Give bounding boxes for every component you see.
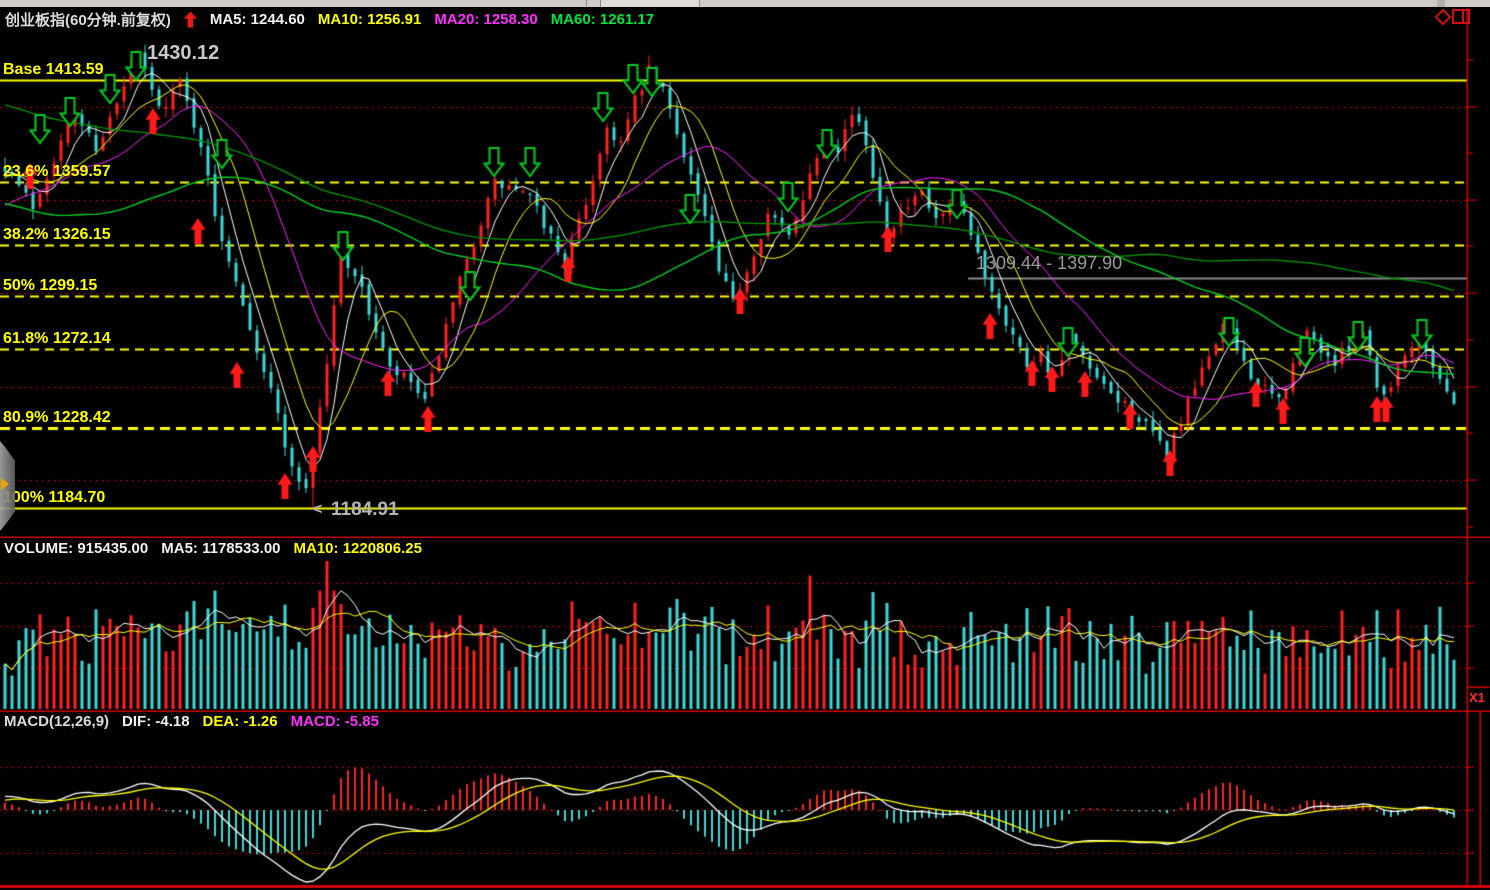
fib-level-label: 61.8% 1272.14: [3, 330, 111, 347]
up-arrow-icon: [183, 11, 197, 28]
ma5-value: MA5: 1244.60: [209, 11, 305, 28]
low-price-marker: <: [313, 501, 323, 518]
fib-level-label: 38.2% 1326.15: [3, 226, 111, 243]
price-header: 创业板指(60分钟.前复权) MA5: 1244.60 MA10: 1256.9…: [5, 9, 667, 30]
price-range-label: 1309.44 - 1397.90: [976, 253, 1123, 273]
zoom-scale-label: X1: [1469, 690, 1485, 705]
ma10-value: MA10: 1256.91: [317, 11, 422, 28]
macd-header: MACD(12,26,9) DIF: -4.18 DEA: -1.26 MACD…: [4, 713, 392, 730]
fib-level-label: Base 1413.59: [3, 61, 104, 78]
pages-divider: [1461, 11, 1464, 22]
volume-header: VOLUME: 915435.00 MA5: 1178533.00 MA10: …: [4, 540, 435, 557]
multi-window-icon[interactable]: [1452, 9, 1470, 24]
ma60-value: MA60: 1261.17: [550, 11, 655, 28]
macd-macd-value: MACD: -5.85: [290, 713, 379, 730]
fib-level-label: 80.9% 1228.42: [3, 409, 111, 426]
macd-title: MACD(12,26,9): [4, 713, 110, 730]
macd-dea-value: DEA: -1.26: [202, 713, 278, 730]
ma20-value: MA20: 1258.30: [434, 11, 538, 28]
low-price-label: 1184.91: [331, 499, 399, 520]
macd-dif-value: DIF: -4.18: [122, 713, 190, 730]
symbol-title: 创业板指(60分钟.前复权): [5, 12, 171, 29]
volume-ma10-value: MA10: 1220806.25: [293, 540, 422, 557]
fib-level-label: 23.6% 1359.57: [3, 163, 111, 180]
volume-value: VOLUME: 915435.00: [4, 540, 149, 557]
fib-level-label: 50% 1299.15: [3, 277, 98, 294]
fib-level-label: 100% 1184.70: [3, 489, 106, 506]
high-price-label: 1430.12: [147, 42, 220, 64]
volume-ma5-value: MA5: 1178533.00: [161, 540, 281, 557]
drawer-expand-icon[interactable]: [1, 478, 9, 490]
